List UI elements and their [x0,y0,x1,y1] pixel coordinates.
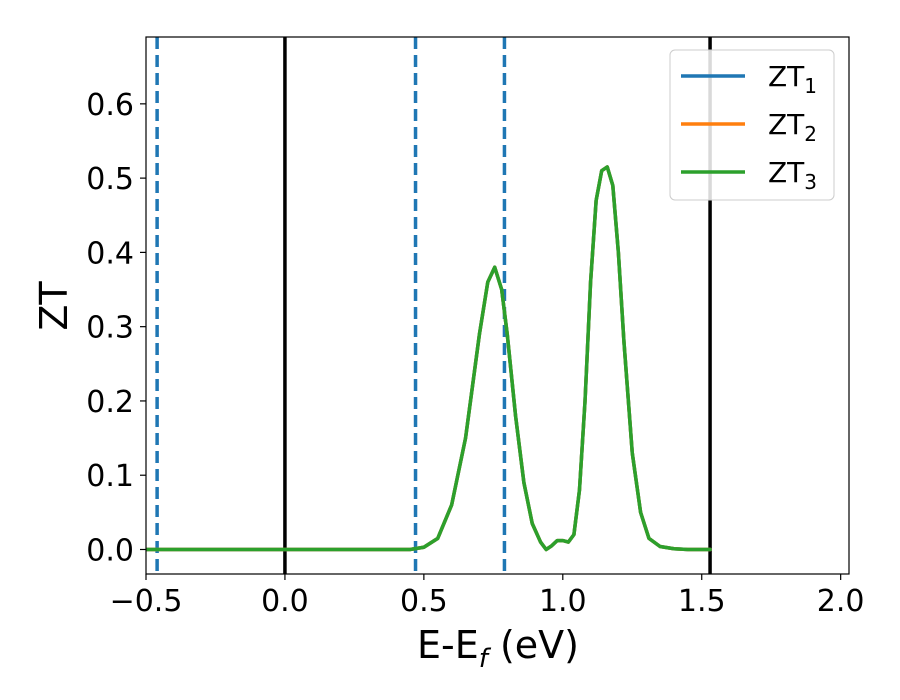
legend-label-zt1: ZT1 [768,60,817,98]
x-tick-label: 1.0 [539,584,587,619]
y-tick-label: 0.4 [86,236,134,271]
y-tick-label: 0.0 [86,533,134,568]
axis-ticks: −0.5 0.0 0.5 1.0 1.5 2.0 0.0 0.1 0.2 0.3 0.4 0.5 0.6 [86,88,864,619]
series-line-zt3 [146,165,712,552]
legend-label-zt2: ZT2 [768,108,817,146]
y-tick-label: 0.2 [86,385,134,420]
y-axis-label: ZT [32,281,76,331]
x-tick-label: 0.0 [261,584,309,619]
plot-clip-group [146,37,712,574]
x-tick-label: 0.5 [400,584,448,619]
y-tick-label: 0.1 [86,459,134,494]
x-tick-label: 2.0 [817,584,865,619]
legend-frame [669,49,835,201]
y-tick-label: 0.3 [86,311,134,346]
axes-frame [145,36,850,575]
y-tick-label: 0.5 [86,162,134,197]
x-tick-label: −0.5 [110,584,183,619]
legend: ZT1 ZT2 ZT3 [669,49,835,201]
x-axis-label: E-Ef (eV) [417,623,579,674]
legend-label-zt3: ZT3 [768,156,817,194]
y-tick-label: 0.6 [86,88,134,123]
x-tick-label: 1.5 [678,584,726,619]
